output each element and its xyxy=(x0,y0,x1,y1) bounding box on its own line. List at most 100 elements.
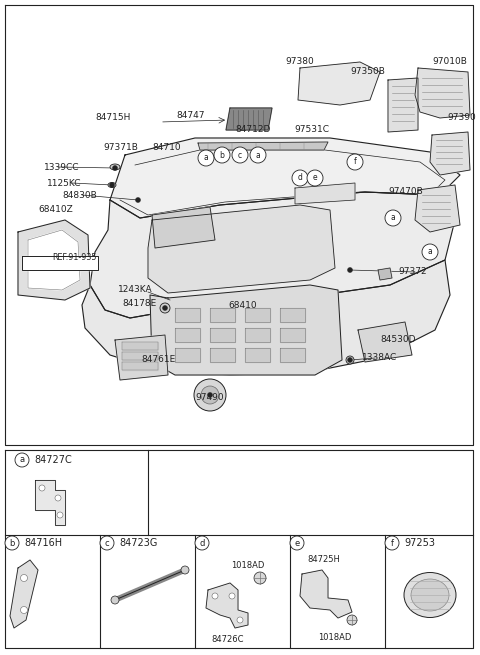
Polygon shape xyxy=(122,342,158,350)
Polygon shape xyxy=(175,328,200,342)
Polygon shape xyxy=(245,308,270,322)
Text: 97350B: 97350B xyxy=(350,67,385,77)
Polygon shape xyxy=(18,220,90,300)
Circle shape xyxy=(57,512,63,518)
Text: 84725H: 84725H xyxy=(307,555,340,565)
Circle shape xyxy=(385,536,399,550)
Text: a: a xyxy=(19,455,24,464)
Text: 97470B: 97470B xyxy=(388,187,423,196)
Text: 84727C: 84727C xyxy=(34,455,72,465)
Text: b: b xyxy=(219,151,225,160)
Text: 1018AD: 1018AD xyxy=(318,633,352,643)
Polygon shape xyxy=(245,348,270,362)
Circle shape xyxy=(250,147,266,163)
Polygon shape xyxy=(35,480,65,525)
Text: 97253: 97253 xyxy=(404,538,435,548)
Circle shape xyxy=(21,574,27,582)
Text: 84712D: 84712D xyxy=(235,126,270,134)
Ellipse shape xyxy=(108,183,116,187)
Polygon shape xyxy=(280,328,305,342)
Text: e: e xyxy=(294,538,300,548)
Polygon shape xyxy=(198,142,328,150)
Circle shape xyxy=(348,358,352,362)
Circle shape xyxy=(232,147,248,163)
Polygon shape xyxy=(300,570,352,618)
Text: 97380: 97380 xyxy=(285,58,314,67)
Text: 84830B: 84830B xyxy=(62,191,97,200)
Circle shape xyxy=(201,386,219,404)
Text: 1243KA: 1243KA xyxy=(118,286,153,295)
Circle shape xyxy=(21,607,27,614)
Circle shape xyxy=(39,485,45,491)
Ellipse shape xyxy=(110,164,120,170)
Circle shape xyxy=(111,596,119,604)
Text: 1338AC: 1338AC xyxy=(362,354,397,362)
Polygon shape xyxy=(175,348,200,362)
Polygon shape xyxy=(415,68,470,118)
Polygon shape xyxy=(150,285,342,375)
Text: 84530D: 84530D xyxy=(380,335,416,345)
Polygon shape xyxy=(90,192,455,318)
Text: a: a xyxy=(428,248,432,257)
Circle shape xyxy=(347,615,357,625)
Circle shape xyxy=(348,267,352,272)
Polygon shape xyxy=(298,62,380,105)
Polygon shape xyxy=(415,185,460,232)
Polygon shape xyxy=(5,450,473,648)
Circle shape xyxy=(5,536,19,550)
Polygon shape xyxy=(210,308,235,322)
Polygon shape xyxy=(280,348,305,362)
Text: 97371B: 97371B xyxy=(103,143,138,153)
Circle shape xyxy=(55,495,61,501)
Text: 84716H: 84716H xyxy=(24,538,62,548)
Text: 97490: 97490 xyxy=(195,394,224,403)
Circle shape xyxy=(229,593,235,599)
Text: 97010B: 97010B xyxy=(432,58,467,67)
Circle shape xyxy=(195,536,209,550)
Polygon shape xyxy=(358,322,412,362)
Circle shape xyxy=(194,379,226,411)
Circle shape xyxy=(254,572,266,584)
Text: 84710: 84710 xyxy=(152,143,180,153)
Text: 68410Z: 68410Z xyxy=(38,206,73,214)
Text: 97531C: 97531C xyxy=(294,126,329,134)
Text: 97390: 97390 xyxy=(447,113,476,122)
Circle shape xyxy=(181,566,189,574)
Circle shape xyxy=(15,453,29,467)
Ellipse shape xyxy=(411,579,449,611)
Text: 84747: 84747 xyxy=(176,111,204,119)
Text: b: b xyxy=(9,538,15,548)
Polygon shape xyxy=(388,78,418,132)
Text: d: d xyxy=(199,538,204,548)
Polygon shape xyxy=(10,560,38,628)
Polygon shape xyxy=(210,348,235,362)
Circle shape xyxy=(292,170,308,186)
Polygon shape xyxy=(110,138,460,218)
Text: 1339CC: 1339CC xyxy=(44,162,80,172)
Text: c: c xyxy=(238,151,242,160)
Circle shape xyxy=(112,166,118,170)
Polygon shape xyxy=(122,362,158,370)
Circle shape xyxy=(100,536,114,550)
Polygon shape xyxy=(122,352,158,360)
Text: f: f xyxy=(354,157,356,166)
Polygon shape xyxy=(226,108,272,130)
Text: 84761E: 84761E xyxy=(141,356,175,364)
Circle shape xyxy=(422,244,438,260)
Text: 84723G: 84723G xyxy=(119,538,157,548)
Polygon shape xyxy=(175,308,200,322)
Text: 84726C: 84726C xyxy=(212,635,244,645)
Circle shape xyxy=(214,147,230,163)
Circle shape xyxy=(212,593,218,599)
Circle shape xyxy=(307,170,323,186)
Polygon shape xyxy=(210,328,235,342)
Polygon shape xyxy=(152,207,215,248)
Circle shape xyxy=(346,356,354,364)
Polygon shape xyxy=(378,268,392,280)
Text: e: e xyxy=(312,174,317,183)
Polygon shape xyxy=(22,256,98,270)
Circle shape xyxy=(160,303,170,313)
Text: c: c xyxy=(105,538,109,548)
Circle shape xyxy=(109,183,115,187)
Circle shape xyxy=(385,210,401,226)
